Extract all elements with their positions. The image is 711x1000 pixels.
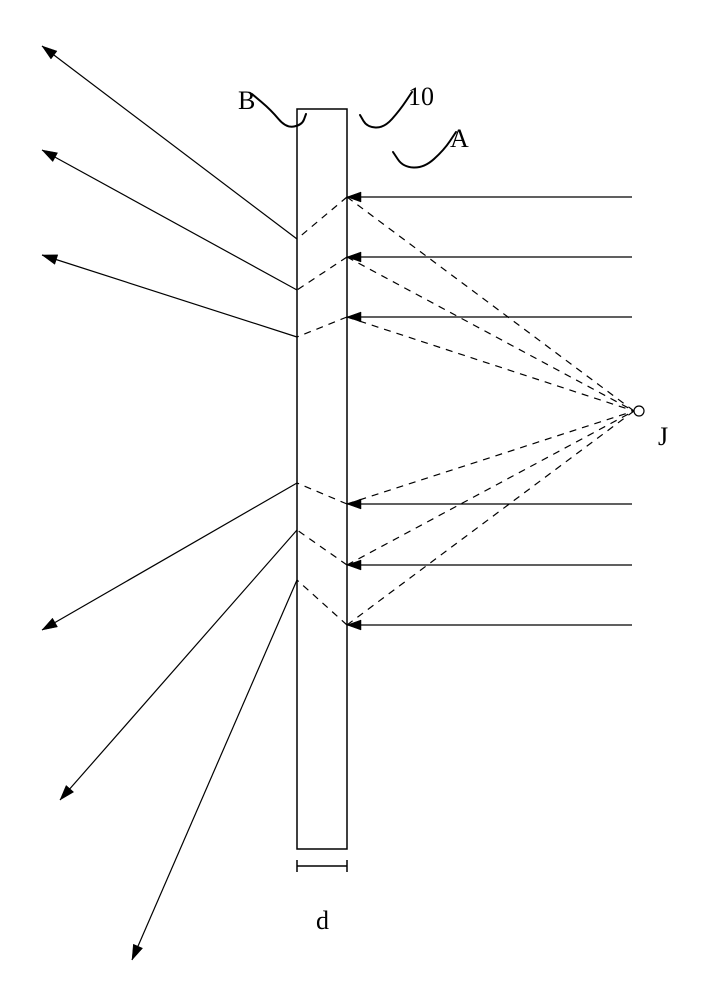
label-J: J [658,422,668,452]
label-B: B [238,86,255,116]
label-d: d [316,906,329,936]
label-A: A [450,124,469,154]
label-10: 10 [408,82,434,112]
optics-diagram [0,0,711,1000]
